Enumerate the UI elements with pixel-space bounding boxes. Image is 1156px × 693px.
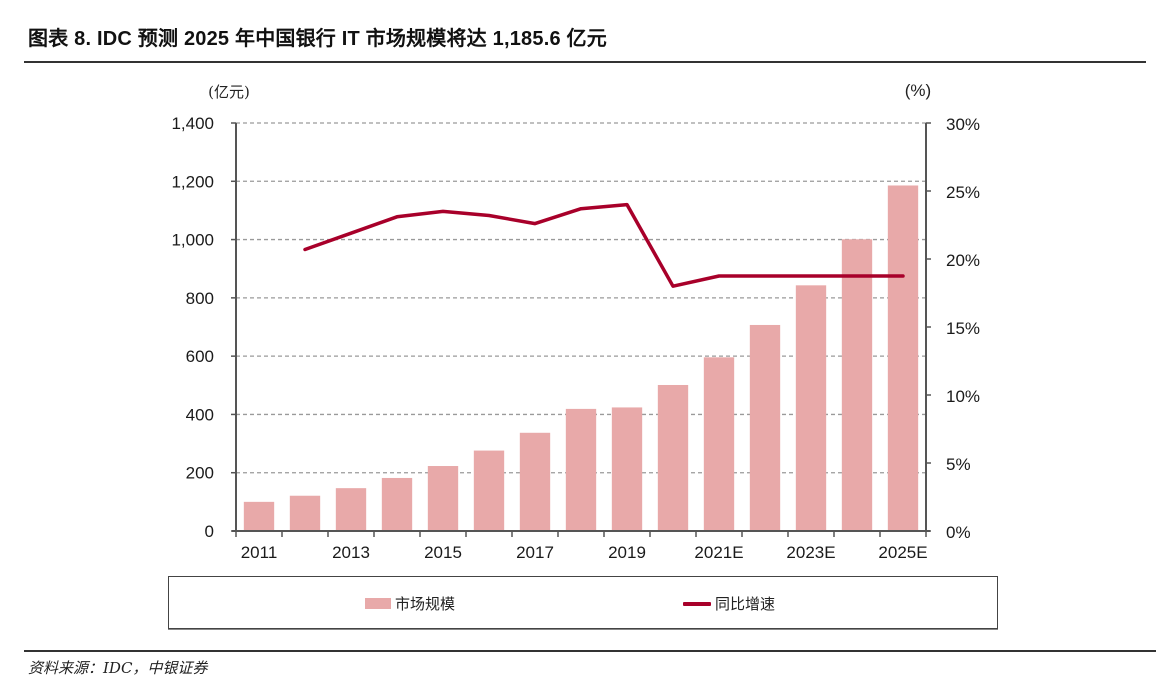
bar-series [243,185,919,531]
bar-2015 [427,466,459,531]
bar-2022E [749,324,781,531]
right-tick-label: 15% [946,319,980,338]
bar-2016 [473,450,505,531]
x-tick-label: 2023E [786,543,835,562]
left-tick-label: 600 [186,347,214,366]
legend-swatch-bar [365,598,391,609]
left-tick-label: 400 [186,405,214,424]
bar-2017 [519,432,551,531]
x-tick-label: 2011 [241,543,278,562]
right-axis-unit-label: (%) [905,81,931,100]
x-tick-label: 2017 [516,543,554,562]
legend-label-market-size: 市场规模 [395,595,456,613]
bar-2019 [611,407,643,531]
x-axis-ticks: 2011 2013 2015 2017 2019 2021E 2023E 2025E [235,531,928,562]
right-axis-ticks: 0% 5% 10% 15% 20% 25% 30% [926,115,980,542]
legend-swatch-line [683,601,711,606]
gridlines [236,122,926,474]
bar-2014 [381,477,413,531]
bar-2024E [841,239,873,531]
legend: 市场规模 同比增速 [168,576,998,629]
right-tick-label: 30% [946,115,980,134]
left-tick-label: 1,200 [171,172,214,191]
right-tick-label: 10% [946,387,980,406]
right-tick-label: 0% [946,523,971,542]
right-tick-label: 20% [946,251,980,270]
x-tick-label: 2019 [608,543,646,562]
legend-item-market-size: 市场规模 [365,593,455,614]
right-tick-label: 5% [946,455,971,474]
bar-2020 [657,384,689,531]
bar-2023E [795,285,827,531]
bar-2021E [703,357,735,531]
legend-item-yoy-growth: 同比增速 [683,593,775,614]
left-tick-label: 1,000 [171,231,214,250]
left-tick-label: 800 [186,289,214,308]
left-tick-label: 0 [205,522,214,541]
x-tick-label: 2013 [332,543,370,562]
left-tick-label: 1,400 [171,114,214,133]
title-rule [24,61,1146,63]
left-tick-label: 200 [186,464,214,483]
legend-label-yoy-growth: 同比增速 [715,595,776,613]
bar-2011 [243,501,275,531]
left-axis-unit-label: (亿元) [208,83,250,101]
source-note: 资料来源：IDC，中银证券 [28,659,208,677]
line-series [303,202,905,288]
source-rule [24,650,1156,652]
bar-2018 [565,408,597,531]
bar-2025E [887,185,919,531]
line-yoy-growth [303,202,905,288]
x-tick-label: 2025E [878,543,927,562]
x-tick-label: 2021E [694,543,743,562]
figure-title: 图表 8. IDC 预测 2025 年中国银行 IT 市场规模将达 1,185.… [28,28,607,50]
left-axis-ticks: 0 200 400 600 800 1,000 1,200 1,400 [171,114,236,541]
chart: 0 200 400 600 800 1,000 1,200 1,400 0% 5% 10% 15% 2… [171,81,980,562]
bar-2013 [335,488,367,531]
x-tick-label: 2015 [424,543,462,562]
right-tick-label: 25% [946,183,980,202]
bar-2012 [289,495,321,531]
